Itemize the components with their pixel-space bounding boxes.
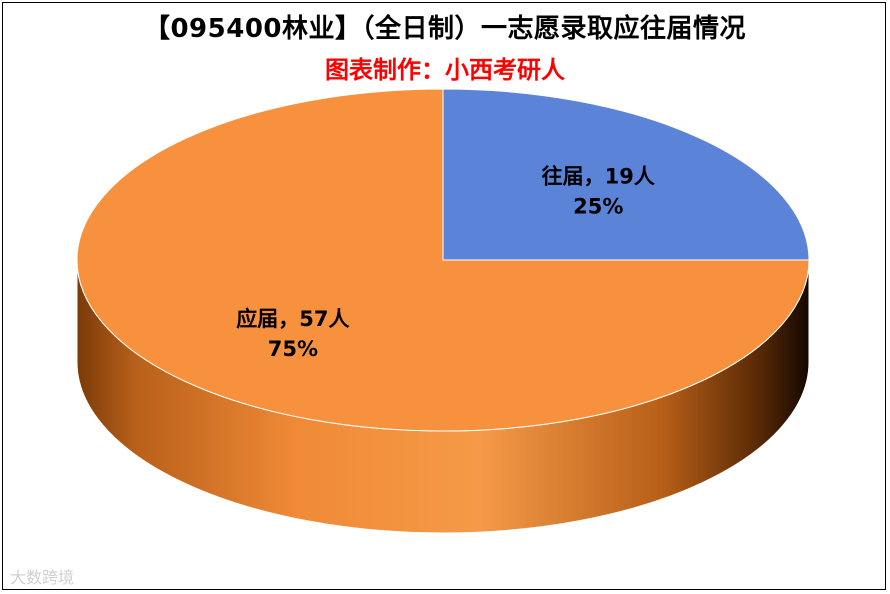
pie-slice-2 [76,88,810,432]
chart-subtitle: 图表制作：小西考研人 [325,56,565,84]
slice-label-1: 往届，19人 [542,164,655,188]
slice-percent-1: 25% [573,194,623,218]
slice-label-2: 应届，57人 [236,307,349,331]
chart-title: 【095400林业】（全日制）一志愿录取应往届情况 [143,14,747,44]
pie-top-group [76,88,810,432]
pie-slice-1 [442,88,810,261]
watermark-text: 大数跨境 [10,568,75,587]
slice-percent-2: 75% [268,337,318,361]
pie-label-group: 往届，19人 25% 应届，57人 75% [236,164,655,361]
